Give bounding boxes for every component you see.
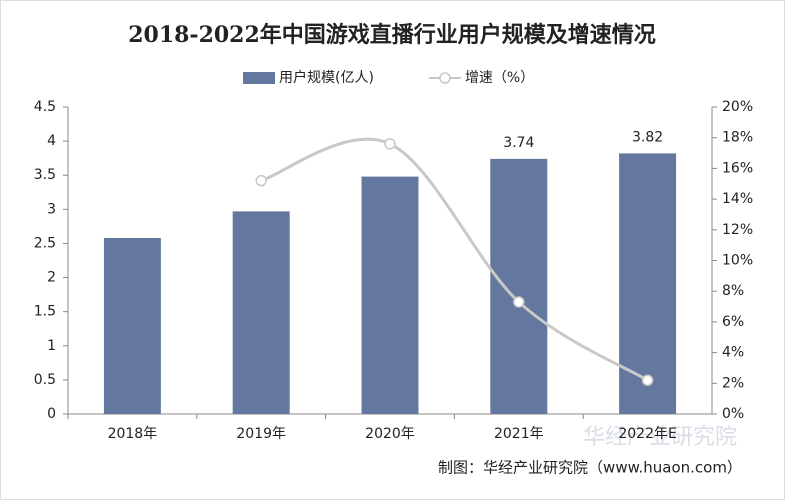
bar <box>232 211 290 414</box>
watermark: 华经产业研究院 <box>583 425 737 450</box>
y2-tick-label: 4% <box>722 345 744 361</box>
y2-tick-label: 6% <box>722 314 744 330</box>
y-tick-label: 3 <box>47 201 56 217</box>
legend-swatch <box>243 72 275 84</box>
y-tick-label: 4 <box>47 133 56 149</box>
y-tick-label: 2.5 <box>34 235 56 251</box>
y2-tick-label: 16% <box>722 160 753 176</box>
x-tick-label: 2019年 <box>236 426 286 442</box>
data-label: 3.74 <box>503 135 534 151</box>
bar <box>361 176 419 414</box>
y2-tick-label: 10% <box>722 253 753 269</box>
x-tick-label: 2020年 <box>365 426 415 442</box>
y-tick-label: 0 <box>47 406 56 422</box>
y-tick-label: 2 <box>47 270 56 286</box>
legend-label: 增速（%） <box>465 70 534 86</box>
legend-label: 用户规模(亿人) <box>279 69 374 86</box>
line-marker <box>641 374 654 386</box>
y-tick-label: 1.5 <box>34 304 56 320</box>
line-marker <box>384 138 396 150</box>
bar <box>103 237 161 414</box>
line-marker <box>255 174 267 187</box>
legend-marker <box>439 72 451 84</box>
y2-tick-label: 12% <box>722 222 753 238</box>
x-tick-label: 2018年 <box>108 426 158 442</box>
chart-title: 2018-2022年中国游戏直播行业用户规模及增速情况 <box>128 22 656 48</box>
x-tick-label: 2021年 <box>494 426 544 442</box>
line-marker <box>513 296 525 308</box>
line <box>260 137 649 382</box>
y-tick-label: 0.5 <box>34 372 56 388</box>
y-tick-label: 1 <box>47 338 56 354</box>
y2-tick-label: 8% <box>722 283 744 299</box>
y-tick-label: 3.5 <box>34 167 56 183</box>
x-tick-label: 2022年E <box>618 426 676 442</box>
y2-tick-label: 14% <box>722 191 753 207</box>
y2-tick-label: 20% <box>722 99 753 115</box>
y2-tick-label: 2% <box>722 375 744 391</box>
y2-tick-label: 0% <box>722 406 744 422</box>
source: 制图：华经产业研究院（www.huaon.com） <box>438 459 742 477</box>
bar <box>490 158 548 414</box>
y2-tick-label: 18% <box>722 130 753 146</box>
y-tick-label: 4.5 <box>34 99 56 115</box>
data-label: 3.82 <box>632 129 663 145</box>
